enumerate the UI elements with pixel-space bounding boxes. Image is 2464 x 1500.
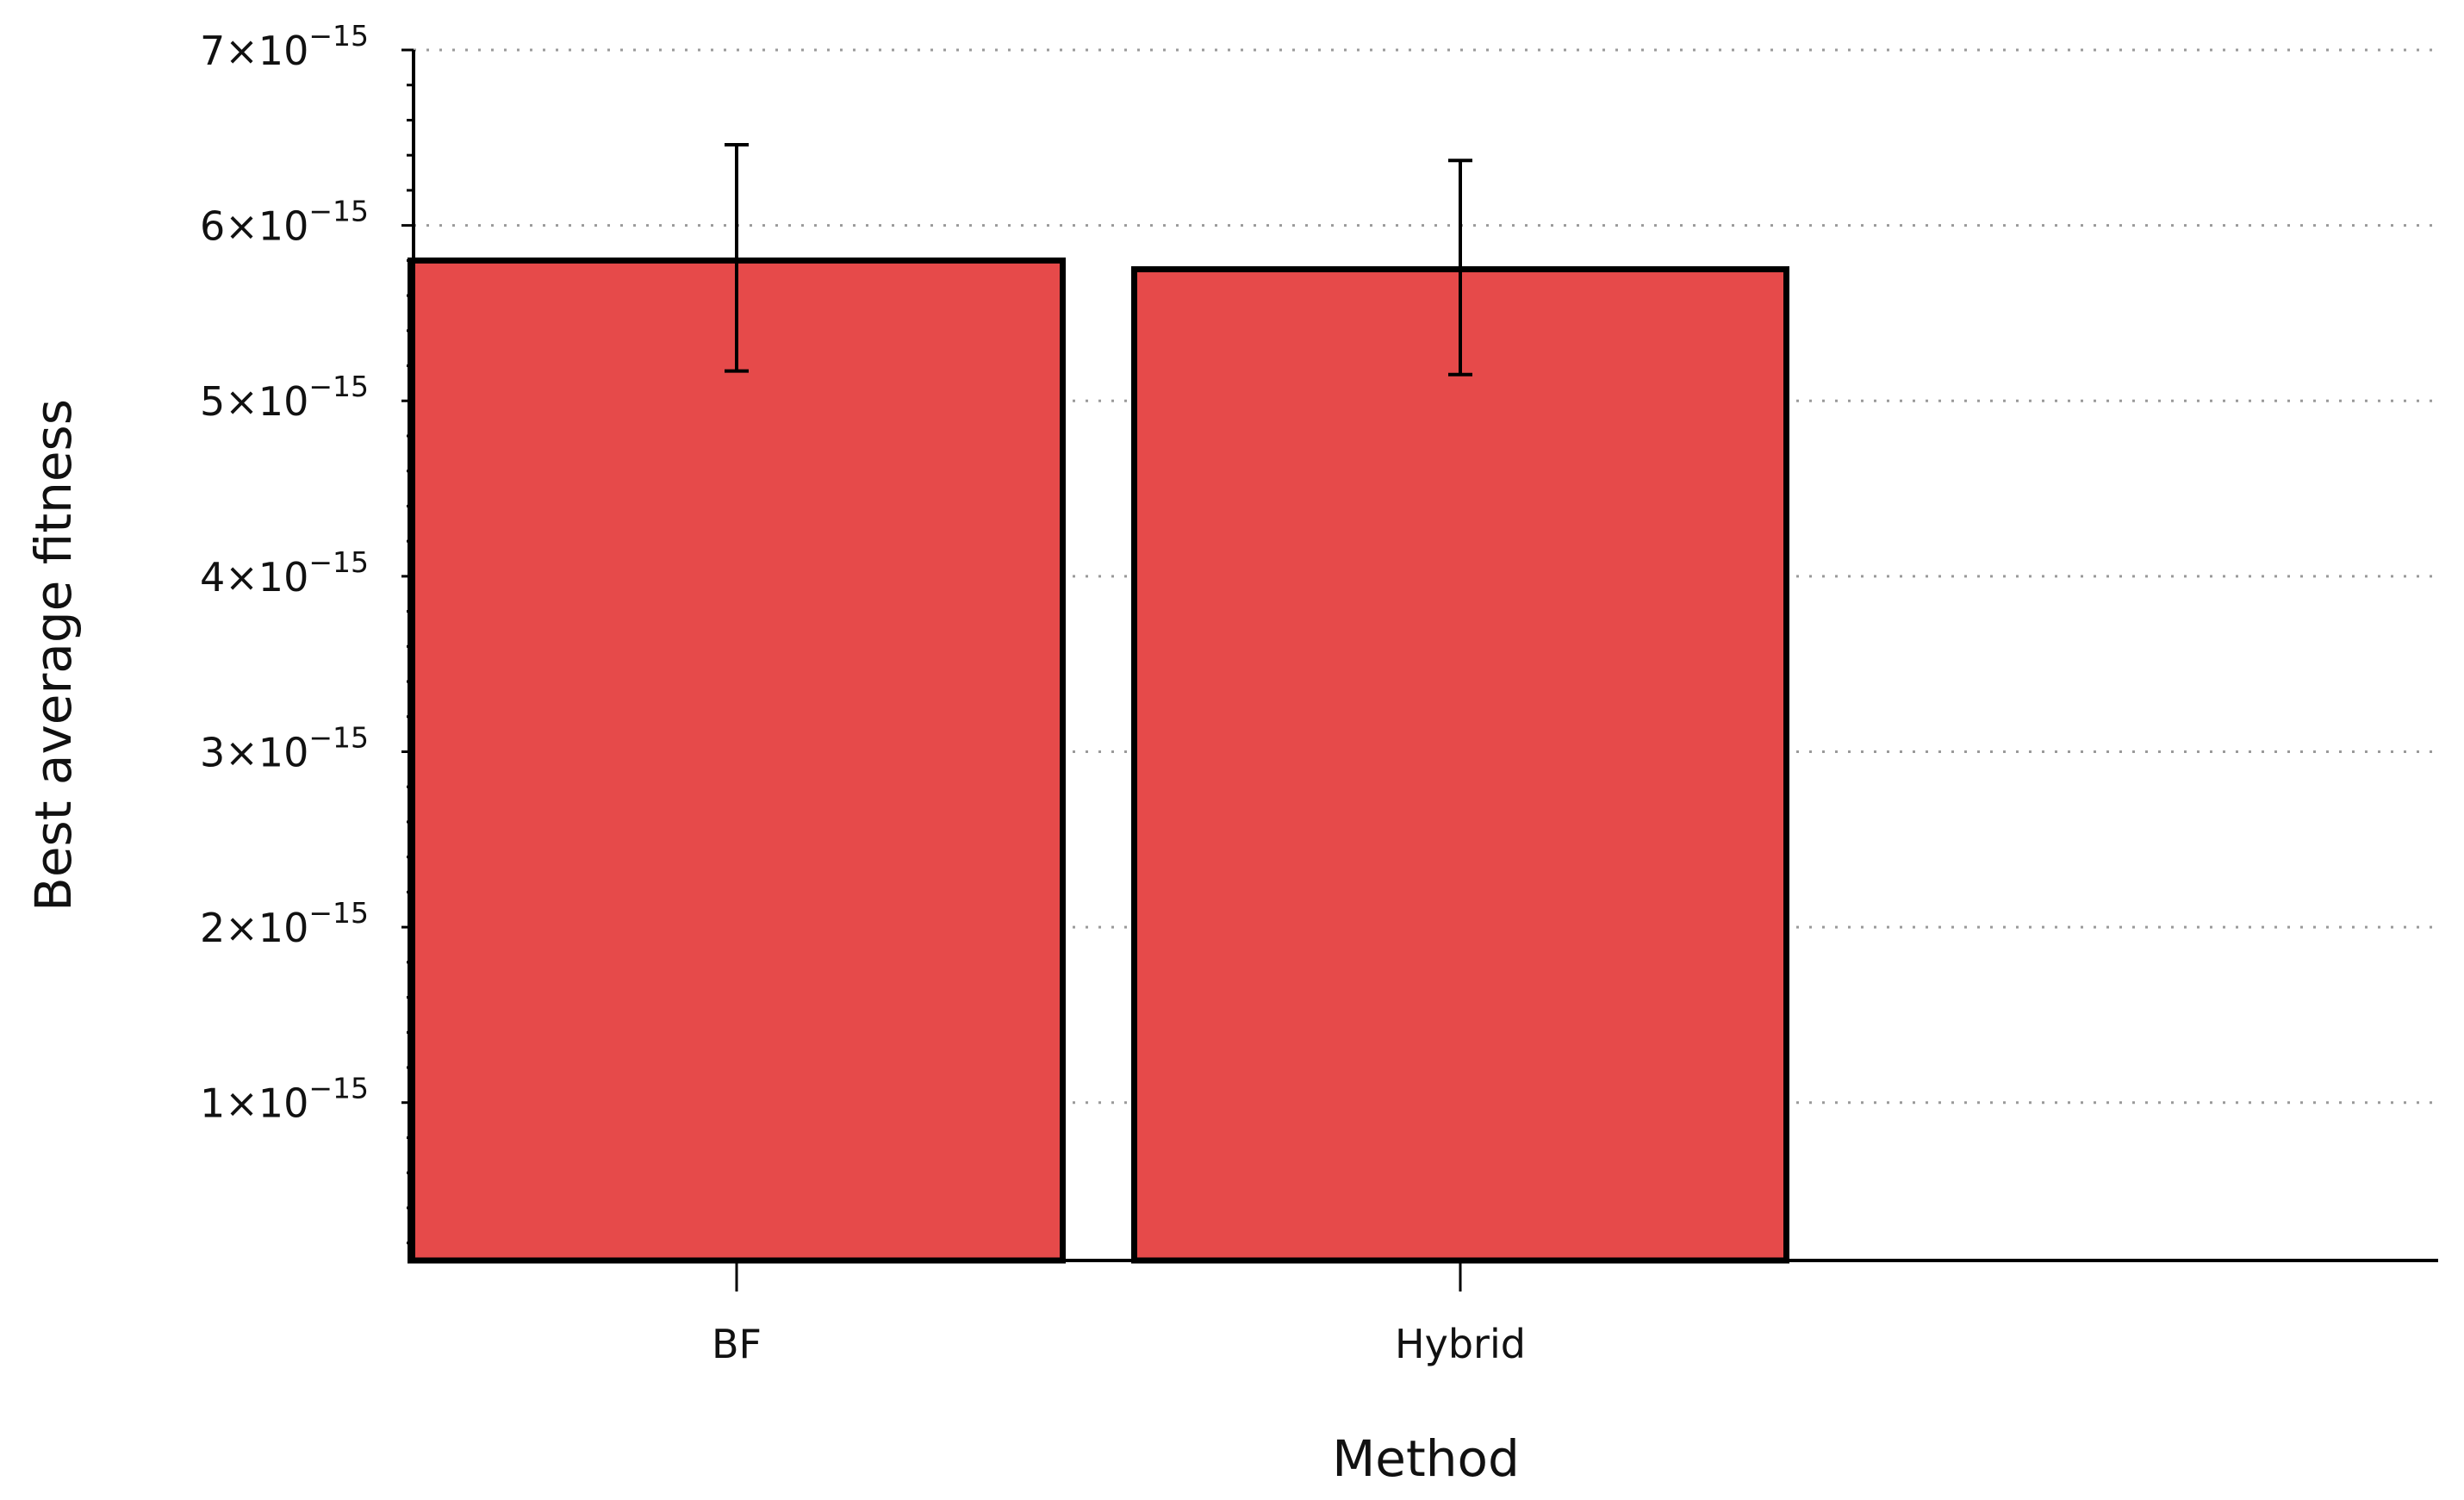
y-axis-ticks: 1×10−152×10−153×10−154×10−155×10−156×10−… <box>200 19 414 1245</box>
y-tick-mantissa: 7×10 <box>200 28 308 74</box>
y-tick-mantissa: 1×10 <box>200 1080 308 1127</box>
y-tick-exponent: −15 <box>308 195 369 228</box>
y-tick-label: 4×10−15 <box>200 545 369 601</box>
y-axis-title: Best average fitness <box>24 399 83 912</box>
y-tick-mantissa: 3×10 <box>200 729 308 775</box>
y-tick-mantissa: 6×10 <box>200 203 308 250</box>
x-axis-ticks: BF Hybrid <box>712 1260 1526 1367</box>
y-tick-label: 3×10−15 <box>200 720 369 775</box>
y-tick-exponent: −15 <box>308 370 369 403</box>
y-tick-mantissa: 2×10 <box>200 905 308 951</box>
x-tick-label: BF <box>712 1321 762 1367</box>
bar-hybrid <box>1131 266 1789 1264</box>
y-tick-label: 5×10−15 <box>200 370 369 425</box>
y-tick-exponent: −15 <box>308 896 369 930</box>
y-tick-label: 7×10−15 <box>200 19 369 74</box>
y-tick-exponent: −15 <box>308 1072 369 1105</box>
error-bars <box>725 142 1472 377</box>
y-tick-exponent: −15 <box>308 545 369 579</box>
y-tick-exponent: −15 <box>308 19 369 53</box>
y-tick-label: 6×10−15 <box>200 195 369 250</box>
axes <box>412 50 2438 1262</box>
bars <box>408 257 1789 1264</box>
x-tick-label: Hybrid <box>1395 1321 1526 1367</box>
y-tick-label: 1×10−15 <box>200 1072 369 1127</box>
x-axis-title: Method <box>1332 1429 1520 1488</box>
y-tick-mantissa: 5×10 <box>200 378 308 425</box>
y-tick-exponent: −15 <box>308 720 369 754</box>
y-tick-mantissa: 4×10 <box>200 554 308 601</box>
bar-bf <box>408 257 1066 1264</box>
y-tick-label: 2×10−15 <box>200 896 369 951</box>
